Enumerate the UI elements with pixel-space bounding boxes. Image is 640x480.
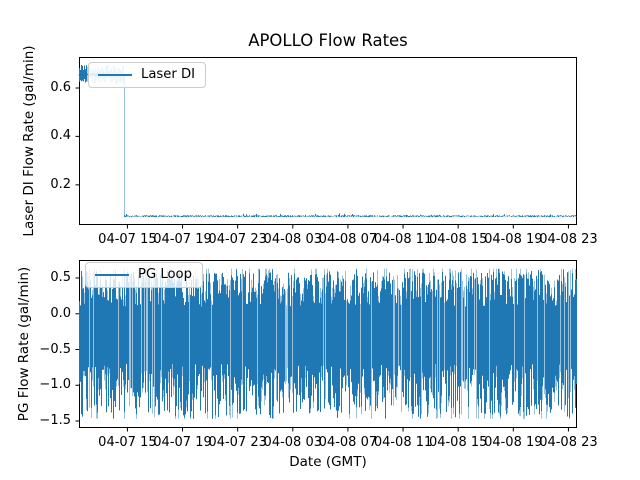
bottom-x-tick-label: 04-08 07: [318, 435, 378, 450]
top-x-tick-label: 04-08 07: [318, 232, 378, 247]
bottom-y-tick-label: −0.5: [39, 341, 71, 357]
legend-laser-di: Laser DI: [88, 62, 207, 88]
legend-line-icon: [95, 273, 129, 276]
top-x-tick-label: 04-08 23: [539, 232, 598, 247]
legend-pg-loop: PG Loop: [85, 262, 203, 288]
top-y-tick-label: 0.2: [50, 176, 71, 192]
legend-line-icon: [98, 73, 132, 76]
bottom-x-tick-label: 04-07 23: [208, 435, 267, 450]
chart-title: APOLLO Flow Rates: [248, 31, 408, 50]
bottom-y-tick-label: −1.0: [39, 377, 71, 393]
bottom-x-tick-label: 04-07 19: [153, 435, 212, 450]
bottom-y-axis-label: PG Flow Rate (gal/min): [16, 266, 32, 422]
top-x-tick-label: 04-07 23: [208, 232, 267, 247]
bottom-x-tick-label: 04-08 03: [263, 435, 323, 450]
legend-label: Laser DI: [141, 67, 196, 82]
top-x-tick-label: 04-08 15: [428, 232, 488, 247]
bottom-x-tick-label: 04-07 15: [98, 435, 157, 450]
top-x-tick-label: 04-08 03: [263, 232, 323, 247]
top-y-tick-label: 0.4: [50, 128, 71, 144]
top-x-tick-label: 04-07 19: [153, 232, 212, 247]
bottom-x-tick-label: 04-08 15: [428, 435, 488, 450]
bottom-y-tick-label: 0.0: [50, 305, 71, 321]
x-axis-label: Date (GMT): [289, 454, 367, 470]
bottom-x-tick-label: 04-08 19: [484, 435, 543, 450]
bottom-x-tick-label: 04-08 11: [373, 435, 433, 450]
top-y-tick-label: 0.6: [50, 79, 71, 95]
top-x-tick-label: 04-07 15: [98, 232, 157, 247]
top-x-tick-label: 04-08 11: [373, 232, 433, 247]
bottom-y-tick-label: 0.5: [50, 270, 71, 286]
legend-label: PG Loop: [138, 267, 192, 282]
top-x-tick-label: 04-08 19: [484, 232, 543, 247]
bottom-x-tick-label: 04-08 23: [539, 435, 598, 450]
bottom-y-tick-label: −1.5: [39, 412, 71, 428]
